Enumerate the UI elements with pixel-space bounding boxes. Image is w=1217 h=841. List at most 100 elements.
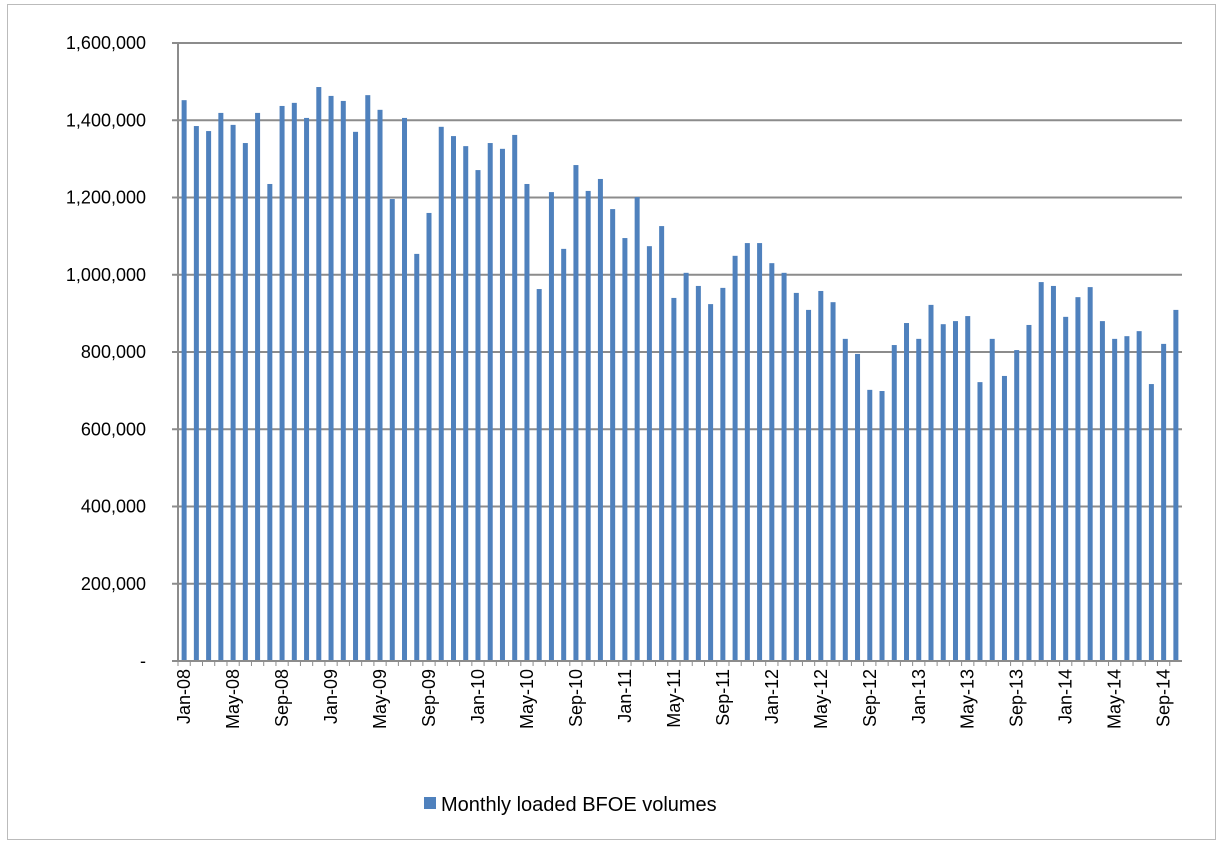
bar	[585, 190, 591, 661]
bar	[855, 353, 861, 661]
bar	[793, 292, 799, 661]
bar	[781, 272, 787, 661]
bar	[1161, 343, 1167, 661]
bar	[561, 248, 567, 661]
bar	[830, 302, 836, 661]
bar	[1148, 384, 1154, 661]
bar	[402, 117, 408, 662]
bar	[242, 143, 248, 661]
bar	[977, 382, 983, 661]
bar	[450, 136, 456, 661]
y-tick-label: 1,200,000	[66, 188, 146, 208]
x-tick-label: Jan-14	[1056, 669, 1076, 724]
bar	[426, 212, 432, 661]
bar	[916, 338, 922, 661]
bar	[757, 243, 763, 661]
bar	[1173, 309, 1179, 661]
bar	[1063, 316, 1069, 661]
y-tick-label: 200,000	[81, 574, 146, 594]
bar	[328, 95, 334, 661]
y-tick-label: 1,600,000	[66, 33, 146, 53]
y-tick-label: 400,000	[81, 497, 146, 517]
x-tick-label: Sep-08	[272, 669, 292, 727]
bar	[1112, 338, 1118, 661]
bar	[181, 100, 187, 662]
x-tick-label: Jan-12	[762, 669, 782, 724]
bar	[291, 102, 297, 661]
bar	[610, 209, 616, 661]
bar	[634, 197, 640, 661]
y-tick-label: 800,000	[81, 342, 146, 362]
y-tick-label: 1,000,000	[66, 265, 146, 285]
bar	[573, 165, 579, 661]
bar	[548, 192, 554, 661]
y-tick-label: 1,400,000	[66, 110, 146, 130]
x-tick-label: Sep-13	[1007, 669, 1027, 727]
bar	[806, 309, 812, 661]
x-tick-label: May-09	[370, 669, 390, 729]
bar	[720, 287, 726, 661]
bar	[732, 255, 738, 662]
x-tick-label: May-11	[664, 669, 684, 728]
bar	[340, 100, 346, 661]
x-tick-label: May-14	[1105, 669, 1125, 729]
bar	[683, 272, 689, 661]
bar	[842, 338, 848, 661]
x-tick-label: Sep-09	[419, 669, 439, 727]
bar	[1026, 324, 1032, 661]
x-tick-label: May-13	[958, 669, 978, 729]
x-tick-label: Sep-10	[566, 669, 586, 727]
bar	[597, 178, 603, 661]
bar	[1001, 375, 1007, 661]
bar	[193, 126, 199, 661]
bar	[904, 323, 910, 661]
bar	[1124, 336, 1130, 661]
bar	[708, 304, 714, 661]
bar	[1099, 321, 1105, 661]
x-tick-label: Sep-11	[713, 669, 733, 726]
x-tick-label: May-12	[811, 669, 831, 729]
bar	[1038, 282, 1044, 661]
bar	[499, 148, 505, 661]
legend-swatch	[424, 797, 436, 809]
bar	[377, 109, 383, 662]
bar	[438, 126, 444, 661]
bar	[867, 389, 873, 661]
bar	[965, 316, 971, 661]
bar	[487, 143, 493, 661]
bar	[365, 95, 371, 662]
bar	[353, 131, 359, 661]
bar	[695, 285, 701, 661]
bar	[928, 304, 934, 661]
bar	[463, 146, 469, 661]
x-tick-label: Jan-10	[468, 669, 488, 724]
bar	[230, 124, 236, 661]
bar	[744, 243, 750, 661]
bar	[414, 253, 420, 661]
bar	[769, 263, 775, 661]
bar	[512, 134, 518, 662]
bar	[1050, 285, 1056, 661]
x-tick-label: Jan-09	[321, 669, 341, 724]
bar	[989, 338, 995, 661]
bar	[952, 321, 958, 661]
x-tick-label: Jan-08	[174, 669, 194, 724]
bar	[267, 183, 273, 661]
bar	[891, 345, 897, 661]
x-tick-label: Sep-12	[860, 669, 880, 727]
x-tick-label: May-10	[517, 669, 537, 729]
bar	[304, 117, 310, 662]
bar	[218, 112, 224, 661]
bar	[1075, 297, 1081, 661]
y-tick-label: 600,000	[81, 419, 146, 439]
bar	[646, 246, 652, 662]
y-tick-label: -	[140, 651, 146, 671]
bar	[659, 226, 665, 661]
bar	[818, 290, 824, 661]
bar	[279, 105, 285, 662]
bar	[1136, 331, 1142, 661]
bar	[622, 238, 628, 661]
legend-label: Monthly loaded BFOE volumes	[441, 794, 717, 816]
x-tick-label: Jan-11	[615, 669, 635, 723]
